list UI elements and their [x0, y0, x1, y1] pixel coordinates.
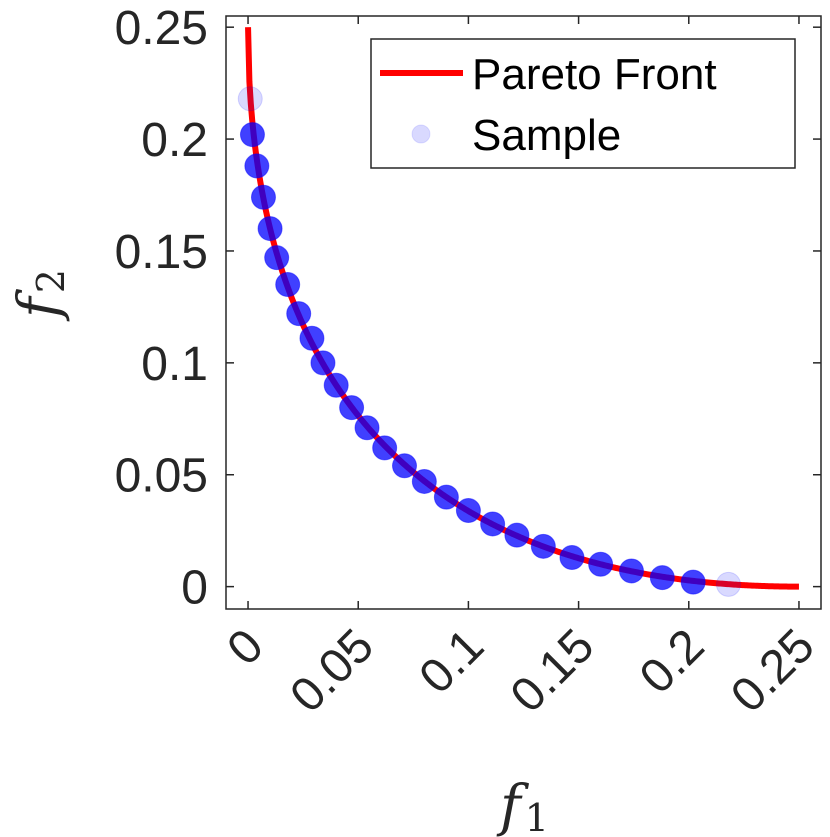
x-tick-label: 0.05: [280, 619, 384, 723]
sample-point: [530, 533, 556, 559]
sample-point: [588, 551, 614, 577]
sample-point: [264, 245, 290, 271]
x-tick-label: 0.2: [630, 619, 715, 704]
sample-point: [504, 522, 530, 548]
axis-ticks: [226, 16, 821, 609]
x-tick-label: 0.15: [501, 619, 605, 723]
sample-point: [411, 468, 437, 494]
sample-point: [299, 325, 325, 351]
x-tick-label: 0.25: [721, 619, 825, 723]
sample-point: [275, 272, 301, 298]
sample-points: [237, 86, 741, 597]
sample-point: [250, 184, 276, 210]
y-axis-label: f2: [7, 269, 73, 322]
legend-label-sample: Sample: [472, 111, 621, 160]
sample-point: [323, 372, 349, 398]
y-tick-label: 0.1: [141, 338, 208, 391]
sample-point: [354, 415, 380, 441]
sample-point: [257, 216, 283, 242]
y-tick-label: 0: [181, 562, 208, 615]
y-tick-label: 0.15: [115, 226, 208, 279]
sample-point: [715, 571, 741, 597]
sample-point: [239, 122, 265, 148]
y-tick-label: 0.25: [115, 2, 208, 55]
legend-label-pareto-front: Pareto Front: [472, 50, 717, 99]
sample-point: [244, 153, 270, 179]
x-tick-label: 0.1: [410, 619, 495, 704]
legend-marker-swatch: [411, 124, 431, 144]
sample-point: [618, 558, 644, 584]
sample-point: [680, 569, 706, 595]
x-tick-label: 0: [217, 619, 273, 675]
y-tick-label: 0.2: [141, 114, 208, 167]
sample-point: [480, 511, 506, 537]
sample-point: [372, 435, 398, 461]
y-tick-label: 0.05: [115, 450, 208, 503]
sample-point: [559, 545, 585, 571]
legend-box: [370, 38, 796, 169]
sample-point: [455, 498, 481, 524]
sample-point: [339, 395, 365, 421]
legend: Pareto Front Sample: [370, 38, 796, 169]
sample-point: [286, 301, 312, 327]
sample-point: [649, 565, 675, 591]
sample-point: [237, 86, 263, 112]
sample-point: [392, 453, 417, 479]
sample-point: [310, 350, 336, 376]
sample-point: [433, 484, 459, 510]
